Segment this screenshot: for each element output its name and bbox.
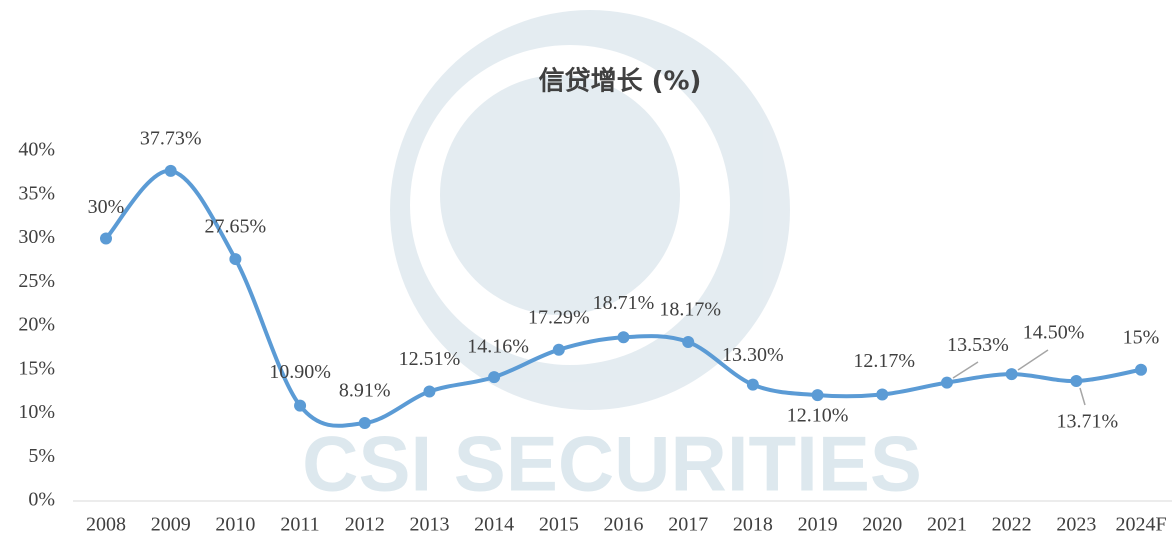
data-point [1135,363,1147,376]
x-tick-label: 2023 [1056,514,1096,536]
x-tick-label: 2020 [862,514,902,536]
y-tick-label: 25% [18,270,55,292]
data-point [1070,375,1083,388]
data-label: 15% [1123,326,1160,348]
x-tick-label: 2015 [539,514,579,536]
data-point [682,336,695,349]
leader-line [1017,349,1049,371]
data-label: 17.29% [528,306,590,328]
data-point [229,253,242,266]
data-point [746,378,759,391]
data-point [940,376,953,389]
series-line [104,168,1142,428]
x-tick-label: 2011 [280,514,319,536]
leader-line [952,361,979,379]
x-tick-label: 2013 [409,514,449,536]
y-tick-label: 30% [18,226,55,248]
y-tick-label: 40% [18,139,55,161]
data-point [811,389,824,402]
data-point [358,417,371,430]
x-tick-label: 2014 [474,514,514,536]
x-tick-label: 2009 [151,514,191,536]
data-label: 12.17% [853,350,915,372]
x-tick-label: 2019 [798,514,838,536]
data-point [876,388,889,401]
data-point [100,232,112,245]
leader-line [1079,387,1086,406]
data-label: 13.53% [947,334,1009,356]
y-tick-label: 5% [28,445,55,467]
x-tick-label: 2016 [604,514,644,536]
data-point [164,164,177,177]
data-point [552,343,565,356]
x-tick-label: 2010 [215,514,255,536]
y-tick-label: 15% [18,357,55,379]
data-label: 13.30% [722,344,784,366]
x-tick-label: 2018 [733,514,773,536]
data-point [1005,368,1018,381]
watermark-logo [390,10,790,410]
y-tick-label: 35% [18,182,55,204]
data-label: 30% [88,196,125,218]
x-tick-label: 2012 [345,514,385,536]
data-point [617,331,630,344]
data-point [488,371,501,384]
data-point [294,399,307,412]
watermark: CSI SECURITIES [302,420,922,508]
data-point [423,385,436,398]
x-tick-label: 2008 [86,514,126,536]
y-tick-label: 20% [18,314,55,336]
data-label: 14.16% [467,336,529,358]
data-label: 13.71% [1056,411,1118,433]
x-tick-label: 2021 [927,514,967,536]
y-tick-label: 10% [18,401,55,423]
data-label: 37.73% [140,127,202,149]
y-tick-label: 0% [28,489,55,511]
data-label: 8.91% [339,380,391,402]
data-label: 12.10% [787,405,849,427]
data-label: 10.90% [269,361,331,383]
data-label: 27.65% [205,216,267,238]
data-label: 18.71% [593,292,655,314]
data-label: 12.51% [399,348,461,370]
chart-title: 信贷增长 (%) [539,66,702,97]
x-tick-label: 2024F [1115,514,1166,536]
x-tick-label: 2022 [992,514,1032,536]
data-label: 14.50% [1023,322,1085,344]
data-label: 18.17% [659,299,721,321]
x-tick-label: 2017 [668,514,708,536]
